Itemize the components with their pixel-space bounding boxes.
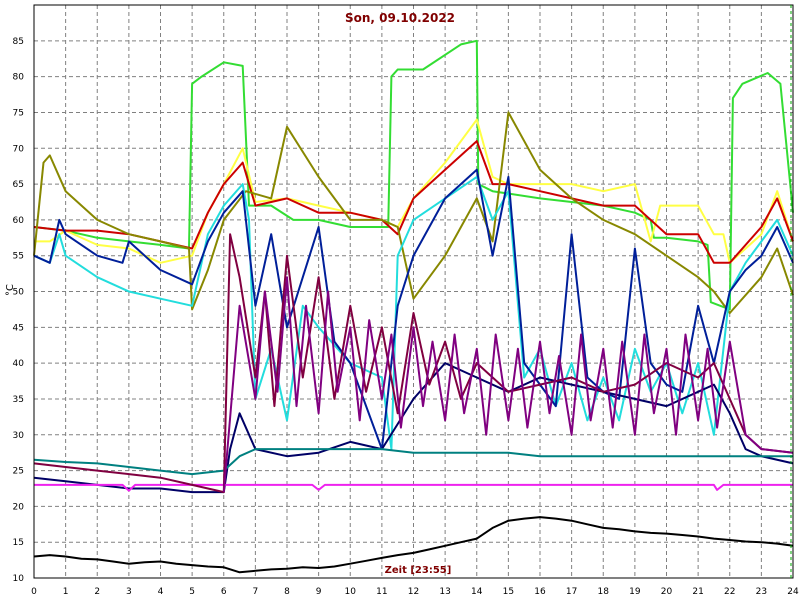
x-tick-label: 12 <box>408 587 419 597</box>
x-tick-label: 0 <box>31 587 37 597</box>
x-axis-label: Zeit [23:55] <box>385 565 452 576</box>
x-tick-label: 17 <box>566 587 577 597</box>
y-axis-label: °C <box>5 284 16 296</box>
x-tick-label: 16 <box>534 587 546 597</box>
x-tick-label: 8 <box>284 587 290 597</box>
y-tick-label: 60 <box>13 216 25 226</box>
x-tick-label: 4 <box>158 587 164 597</box>
x-tick-label: 5 <box>189 587 195 597</box>
series-line-7 <box>33 448 793 476</box>
x-tick-label: 18 <box>598 587 610 597</box>
x-tick-label: 23 <box>756 587 767 597</box>
y-tick-label: 70 <box>13 144 25 154</box>
y-tick-label: 10 <box>13 574 25 584</box>
plot-frame <box>33 4 794 579</box>
series-line-2 <box>33 140 794 264</box>
x-tick-label: 6 <box>221 587 227 597</box>
y-tick-label: 45 <box>13 323 24 333</box>
x-tick-label: 9 <box>316 587 322 597</box>
x-tick-label: 14 <box>471 587 483 597</box>
x-tick-label: 3 <box>126 587 132 597</box>
series-line-3 <box>33 111 794 314</box>
y-tick-label: 75 <box>13 108 24 118</box>
x-tick-label: 24 <box>787 587 799 597</box>
x-tick-label: 15 <box>503 587 514 597</box>
y-tick-label: 80 <box>13 73 25 83</box>
series-line-6 <box>33 362 794 494</box>
y-tick-label: 35 <box>13 395 24 405</box>
y-tick-label: 65 <box>13 180 24 190</box>
x-tick-label: 11 <box>376 587 387 597</box>
x-tick-label: 1 <box>63 587 69 597</box>
x-tick-label: 19 <box>629 587 641 597</box>
series-line-0 <box>33 39 794 311</box>
x-tick-label: 13 <box>439 587 450 597</box>
x-tick-label: 7 <box>253 587 259 597</box>
y-tick-label: 40 <box>13 359 25 369</box>
series-line-8 <box>34 483 793 492</box>
series-layer <box>33 39 794 574</box>
x-tick-label: 10 <box>345 587 357 597</box>
series-line-10 <box>222 276 794 493</box>
y-tick-label: 85 <box>13 37 24 47</box>
grid-layer <box>34 5 793 578</box>
x-tick-label: 21 <box>692 587 703 597</box>
y-tick-label: 30 <box>13 431 25 441</box>
series-line-1 <box>34 118 794 264</box>
chart-title: Son, 09.10.2022 <box>345 11 455 25</box>
y-tick-label: 25 <box>13 467 24 477</box>
x-tick-label: 22 <box>724 587 735 597</box>
series-line-11 <box>33 516 794 574</box>
x-tick-label: 20 <box>661 587 673 597</box>
axis-layer: 0 1 2 3 4 5 6 7 8 9 10 11 12 13 14 15 16 17 18 19 20 21 22 23 24… <box>13 4 799 597</box>
x-tick-label: 2 <box>94 587 100 597</box>
y-tick-label: 15 <box>13 538 24 548</box>
y-tick-label: 55 <box>13 252 24 262</box>
y-tick-label: 50 <box>13 288 25 298</box>
y-tick-label: 20 <box>13 502 25 512</box>
